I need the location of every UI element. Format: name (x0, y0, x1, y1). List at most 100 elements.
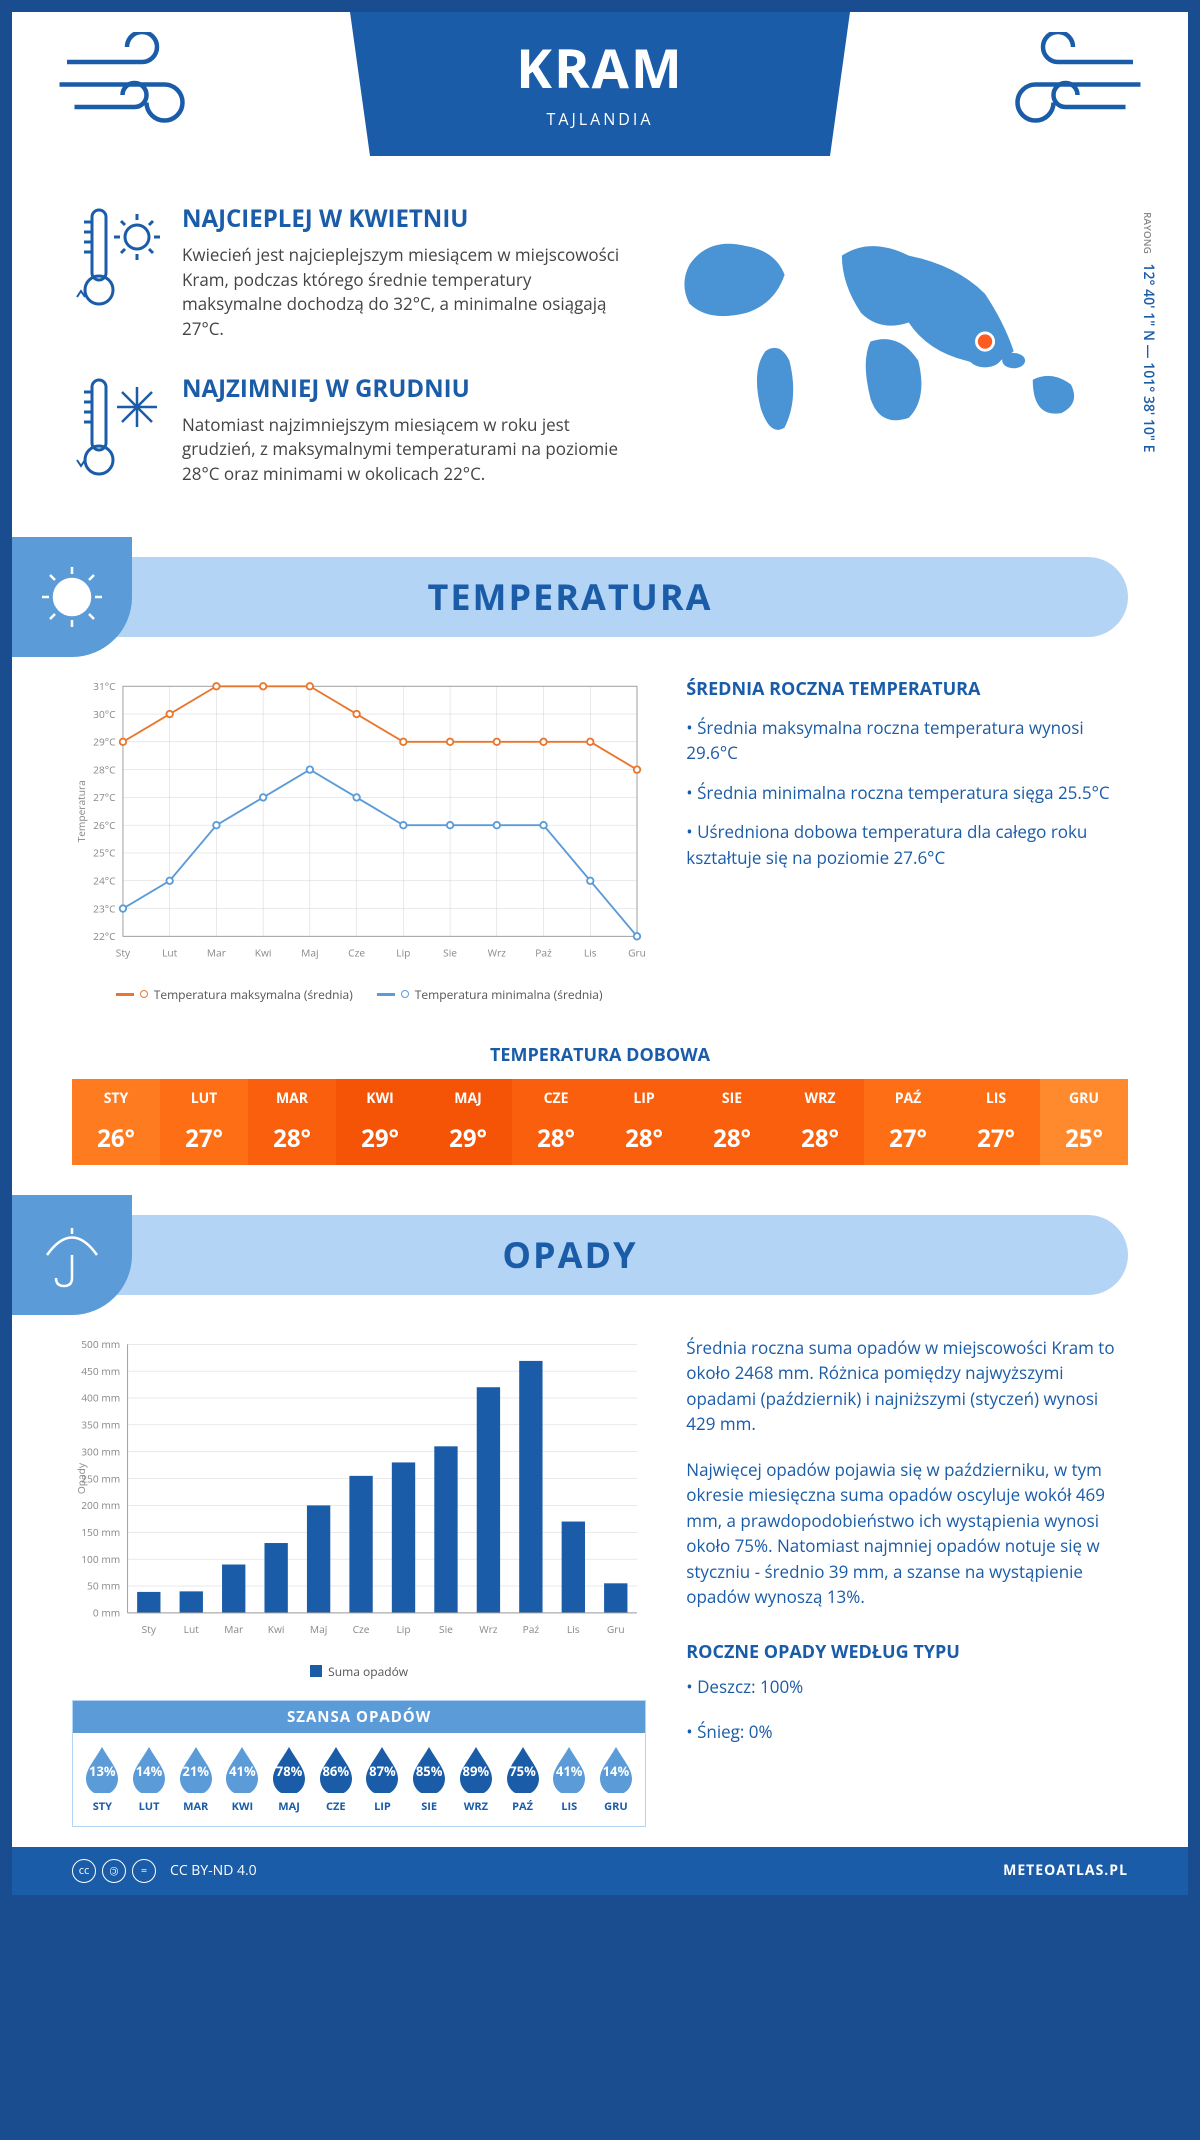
svg-text:Mar: Mar (207, 945, 226, 959)
drop-icon: 75% (503, 1745, 543, 1793)
daily-temp-cell: WRZ28° (776, 1079, 864, 1165)
svg-text:Maj: Maj (310, 1622, 327, 1636)
drop-icon: 14% (129, 1745, 169, 1793)
drop-icon: 85% (409, 1745, 449, 1793)
overview-text: NAJCIEPLEJ W KWIETNIU Kwiecień jest najc… (72, 202, 621, 517)
chance-cell: 13% STY (79, 1745, 126, 1814)
temperature-side-text: ŚREDNIA ROCZNA TEMPERATURA • Średnia mak… (686, 677, 1128, 1003)
avg-temp-title: ŚREDNIA ROCZNA TEMPERATURA (686, 677, 1128, 701)
thermometer-sun-icon (72, 202, 162, 342)
legend-item: Temperatura minimalna (średnia) (377, 986, 603, 1003)
location-subtitle: TAJLANDIA (430, 108, 770, 130)
precip-paragraph: Średnia roczna suma opadów w miejscowośc… (686, 1335, 1128, 1437)
svg-text:450 mm: 450 mm (81, 1364, 120, 1378)
svg-text:Cze: Cze (348, 945, 365, 959)
coldest-block: NAJZIMNIEJ W GRUDNIU Natomiast najzimnie… (72, 372, 621, 487)
svg-text:300 mm: 300 mm (81, 1444, 120, 1458)
svg-text:Cze: Cze (353, 1622, 370, 1636)
footer: cc 🄯 = CC BY-ND 4.0 METEOATLAS.PL (12, 1847, 1188, 1895)
daily-temp-table: STY26°LUT27°MAR28°KWI29°MAJ29°CZE28°LIP2… (72, 1079, 1128, 1165)
daily-temp-cell: GRU25° (1040, 1079, 1128, 1165)
svg-text:Kwi: Kwi (255, 945, 272, 959)
svg-text:Gru: Gru (607, 1622, 625, 1636)
warmest-title: NAJCIEPLEJ W KWIETNIU (182, 202, 621, 235)
drop-icon: 14% (596, 1745, 636, 1793)
precip-side-text: Średnia roczna suma opadów w miejscowośc… (686, 1335, 1128, 1827)
site-label: METEOATLAS.PL (1003, 1861, 1128, 1880)
svg-text:Kwi: Kwi (268, 1622, 285, 1636)
coldest-text: Natomiast najzimniejszym miesiącem w rok… (182, 413, 621, 487)
sun-icon (12, 537, 132, 657)
chance-cell: 41% LIS (546, 1745, 593, 1814)
world-map-icon (651, 202, 1128, 462)
svg-text:Sie: Sie (439, 1622, 453, 1636)
svg-text:50 mm: 50 mm (87, 1579, 120, 1593)
daily-temp-cell: LIP28° (600, 1079, 688, 1165)
temperature-title: TEMPERATURA (12, 572, 1128, 621)
daily-temp-cell: STY26° (72, 1079, 160, 1165)
svg-text:100 mm: 100 mm (81, 1552, 120, 1566)
chance-cell: 41% KWI (219, 1745, 266, 1814)
svg-text:Lip: Lip (396, 1622, 410, 1636)
temp-bullet: • Średnia maksymalna roczna temperatura … (686, 715, 1128, 766)
daily-temp-cell: CZE28° (512, 1079, 600, 1165)
temperature-chart: 22°C23°C24°C25°C26°C27°C28°C29°C30°C31°C… (72, 677, 646, 1003)
title-banner: KRAM TAJLANDIA (350, 12, 850, 156)
warmest-text: Kwiecień jest najcieplejszym miesiącem w… (182, 243, 621, 342)
by-type-item: • Śnieg: 0% (686, 1719, 1128, 1745)
drop-icon: 21% (176, 1745, 216, 1793)
thermometer-snow-icon (72, 372, 162, 487)
svg-text:200 mm: 200 mm (81, 1498, 120, 1512)
svg-text:27°C: 27°C (93, 790, 116, 804)
svg-text:0 mm: 0 mm (93, 1606, 120, 1620)
chance-cell: 89% WRZ (453, 1745, 500, 1814)
drop-icon: 89% (456, 1745, 496, 1793)
drop-icon: 41% (549, 1745, 589, 1793)
drop-icon: 86% (316, 1745, 356, 1793)
chance-cell: 85% SIE (406, 1745, 453, 1814)
precip-section-bar: OPADY (12, 1215, 1128, 1295)
overview-row: NAJCIEPLEJ W KWIETNIU Kwiecień jest najc… (12, 172, 1188, 557)
chance-cell: 86% CZE (312, 1745, 359, 1814)
svg-text:25°C: 25°C (93, 845, 116, 859)
svg-text:Lis: Lis (584, 945, 597, 959)
precip-chart: 0 mm50 mm100 mm150 mm200 mm250 mm300 mm3… (72, 1335, 646, 1680)
location-title: KRAM (430, 30, 770, 104)
svg-text:23°C: 23°C (93, 901, 116, 915)
wind-deco-right-icon (968, 12, 1148, 142)
svg-text:Maj: Maj (301, 945, 318, 959)
temperature-row: 22°C23°C24°C25°C26°C27°C28°C29°C30°C31°C… (12, 637, 1188, 1023)
precip-row: 0 mm50 mm100 mm150 mm200 mm250 mm300 mm3… (12, 1295, 1188, 1847)
svg-text:Lut: Lut (162, 945, 178, 959)
temp-bullet: • Średnia minimalna roczna temperatura s… (686, 780, 1128, 806)
svg-text:Sty: Sty (142, 1622, 157, 1636)
drop-icon: 13% (82, 1745, 122, 1793)
map-box: RAYONG 12° 40' 1" N — 101° 38' 10" E (651, 202, 1128, 517)
temperature-legend: Temperatura maksymalna (średnia)Temperat… (72, 986, 646, 1003)
daily-temp-cell: MAJ29° (424, 1079, 512, 1165)
precip-legend: Suma opadów (72, 1663, 646, 1680)
chance-title: SZANSA OPADÓW (73, 1701, 645, 1733)
chance-cell: 75% PAŹ (499, 1745, 546, 1814)
chance-cell: 87% LIP (359, 1745, 406, 1814)
by-icon: 🄯 (102, 1859, 126, 1883)
wind-deco-left-icon (52, 12, 232, 142)
by-type-item: • Deszcz: 100% (686, 1674, 1128, 1700)
temperature-section-bar: TEMPERATURA (12, 557, 1128, 637)
coordinates-label: RAYONG 12° 40' 1" N — 101° 38' 10" E (1139, 212, 1158, 452)
cc-icon: cc (72, 1859, 96, 1883)
precip-paragraph: Najwięcej opadów pojawia się w październ… (686, 1457, 1128, 1610)
precip-title: OPADY (12, 1230, 1128, 1279)
daily-temp-cell: LIS27° (952, 1079, 1040, 1165)
daily-temp-cell: MAR28° (248, 1079, 336, 1165)
svg-text:Opady: Opady (74, 1462, 88, 1494)
svg-text:Temperatura: Temperatura (74, 780, 88, 842)
svg-text:Paź: Paź (523, 1622, 540, 1636)
svg-text:Wrz: Wrz (488, 945, 507, 959)
temp-bullet: • Uśredniona dobowa temperatura dla całe… (686, 819, 1128, 870)
drop-icon: 41% (222, 1745, 262, 1793)
svg-text:24°C: 24°C (93, 873, 116, 887)
coldest-title: NAJZIMNIEJ W GRUDNIU (182, 372, 621, 405)
by-type-title: ROCZNE OPADY WEDŁUG TYPU (686, 1640, 1128, 1664)
svg-text:500 mm: 500 mm (81, 1337, 120, 1351)
